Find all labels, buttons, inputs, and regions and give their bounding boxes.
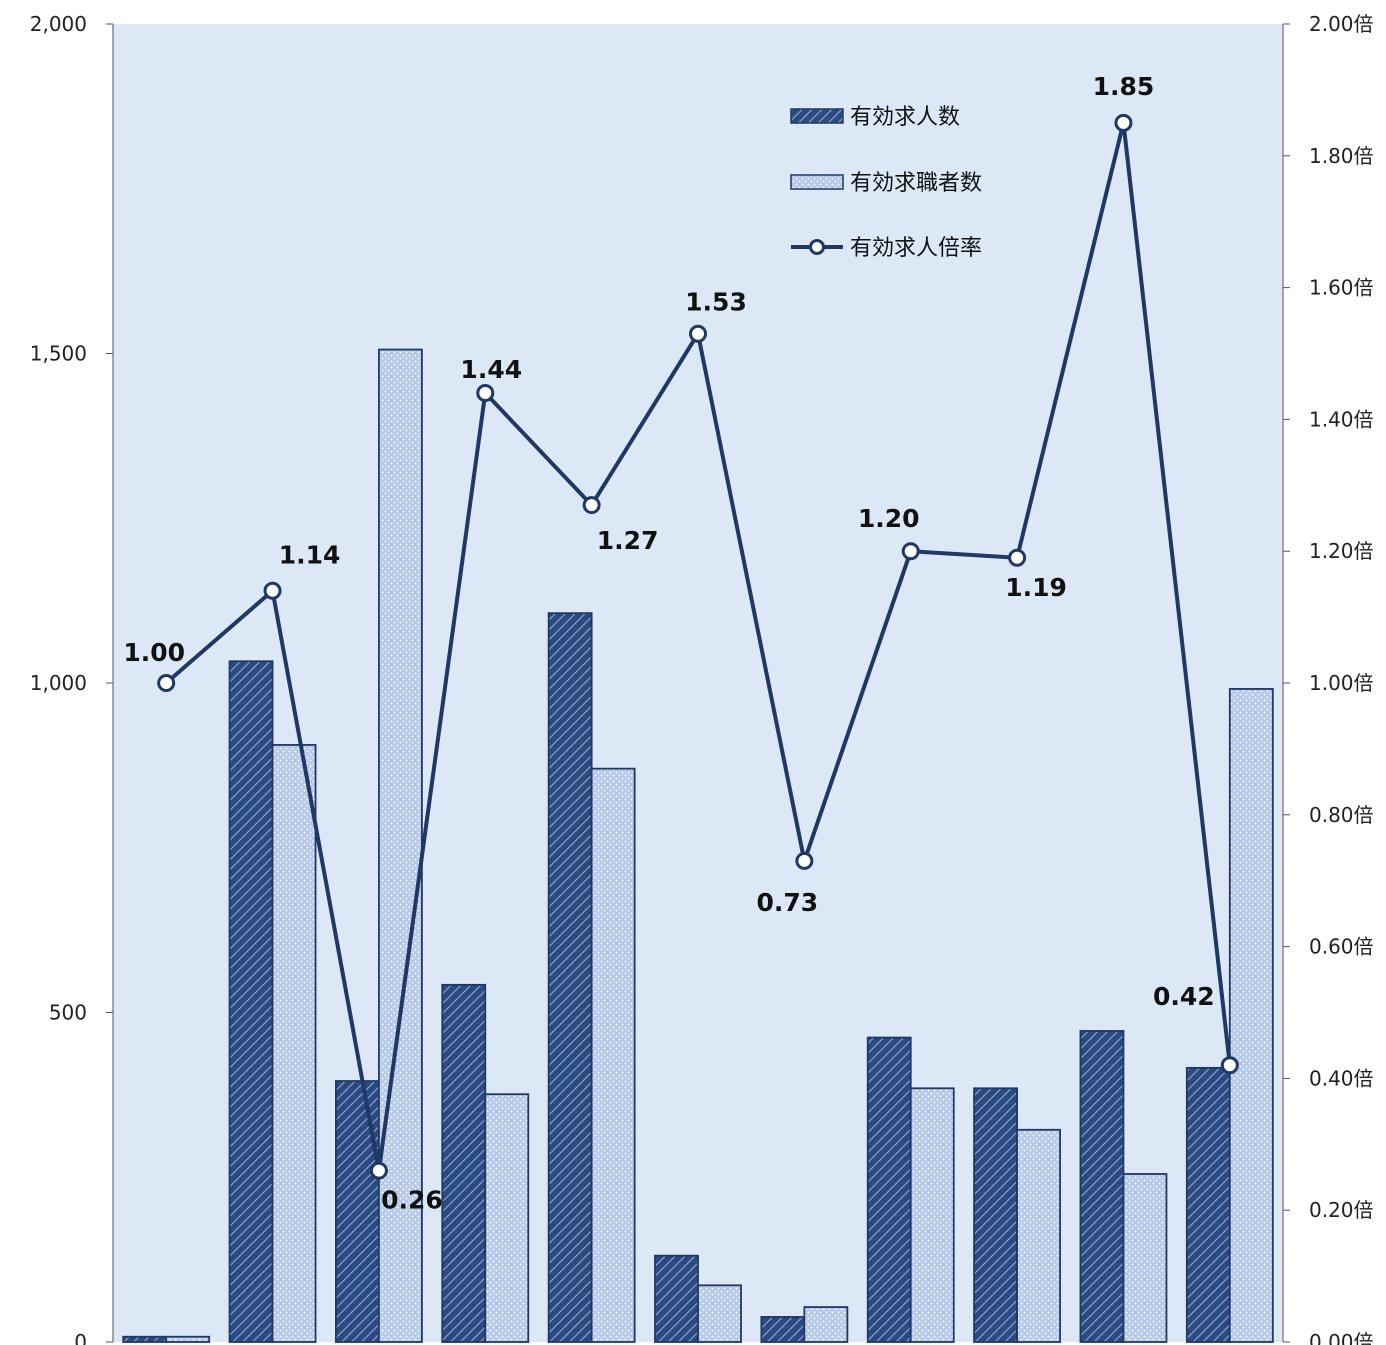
bar-job-seekers [590,767,636,1343]
ratio-point [1008,548,1027,567]
right-tick-label: 0.40倍 [1309,1066,1374,1090]
ratio-data-label: 0.26 [381,1186,443,1215]
ratio-data-label: 0.42 [1153,982,1215,1011]
ratio-data-label: 1.00 [123,638,185,667]
ratio-data-label: 1.27 [597,526,659,555]
bar-job-openings [654,1254,699,1343]
bar-job-openings [760,1316,806,1343]
bar-job-openings [973,1087,1018,1343]
bar-job-seekers [909,1087,955,1343]
bar-job-openings [441,983,487,1343]
ratio-point [582,496,601,515]
data-labels: 1.00 1.14 0.26 1.44 1.27 1.53 0.73 1.20 1.19 1.85… [123,72,1214,1215]
ratio-point [901,542,920,561]
ratio-data-label: 0.73 [757,888,819,917]
bar-job-openings [1185,1066,1231,1343]
ratio-point [476,384,495,403]
left-tick-label: 500 [49,1001,87,1025]
left-tick-label: 0 [74,1330,87,1345]
legend-label-bar2: 有効求職者数 [850,171,982,196]
right-axis: 0.00倍 0.20倍 0.40倍 0.60倍 0.80倍 1.00倍 1.20倍 1.40倍… [1282,12,1374,1345]
bar-job-seekers [165,1335,211,1343]
ratio-data-label: 1.44 [460,355,522,384]
bar-job-openings [866,1036,912,1343]
right-tick-label: 0.00倍 [1309,1330,1374,1345]
ratio-point [1114,113,1133,132]
bar-job-seekers [484,1093,530,1343]
right-tick-label: 1.00倍 [1309,671,1374,695]
right-tick-label: 0.20倍 [1309,1198,1374,1222]
ratio-data-label: 1.19 [1005,573,1067,602]
bar-job-seekers [1122,1173,1168,1343]
bar-job-openings [228,660,274,1343]
right-tick-label: 1.20倍 [1309,539,1374,563]
bar-job-seekers [697,1284,742,1343]
right-tick-label: 2.00倍 [1309,12,1374,36]
ratio-point [369,1161,388,1180]
legend-swatch-marker [809,239,825,255]
ratio-point [795,851,814,870]
left-tick-label: 1,500 [30,342,87,366]
legend-label-line: 有効求人倍率 [850,236,982,261]
left-tick-label: 1,000 [30,671,87,695]
right-tick-label: 0.80倍 [1309,803,1374,827]
bar-job-seekers [803,1306,849,1343]
bar-job-seekers [271,744,317,1343]
legend: 有効求人数 有効求職者数 有効求人倍率 [790,105,982,261]
ratio-data-label: 1.14 [279,541,341,570]
bar-job-openings [335,1080,380,1343]
ratio-point [689,324,707,343]
bar-job-seekers [1228,688,1274,1343]
right-tick-label: 1.40倍 [1309,407,1374,431]
right-tick-label: 1.60倍 [1309,276,1374,300]
ratio-data-label: 1.20 [858,504,920,533]
ratio-point [263,581,282,600]
ratio-data-label: 1.53 [685,288,747,317]
bar-job-seekers [1016,1128,1061,1343]
ratio-point [1220,1056,1239,1075]
bar-job-openings [547,612,593,1343]
bar-series [122,348,1274,1343]
bar-job-openings [1079,1030,1125,1343]
right-tick-label: 0.60倍 [1309,935,1374,959]
ratio-data-label: 1.85 [1093,72,1155,101]
legend-swatch-bar2 [790,174,844,190]
ratio-point [157,674,176,692]
left-tick-label: 2,000 [30,12,87,36]
right-tick-label: 1.80倍 [1309,144,1374,168]
legend-swatch-bar1 [790,108,844,124]
bar-job-openings [122,1335,168,1343]
legend-label-bar1: 有効求人数 [850,105,960,130]
left-axis: 0 500 1,000 1,500 2,000 [30,12,114,1345]
ratio-line-series [157,113,1239,1180]
